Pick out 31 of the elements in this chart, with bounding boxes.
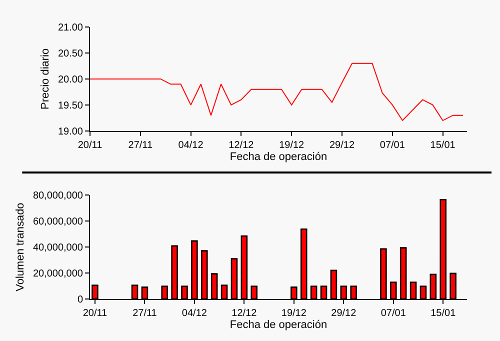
- x-tick-label: 07/01: [380, 140, 406, 151]
- x-tick-label: 29/12: [331, 308, 357, 319]
- x-tick-label: 04/12: [182, 308, 208, 319]
- y-tick-label: 0: [77, 294, 84, 306]
- y-tick-label: 20,000,000: [32, 268, 84, 280]
- x-tick-label: 19/12: [279, 140, 305, 151]
- x-tick-label: 27/11: [128, 140, 153, 151]
- line-series: [90, 62, 464, 122]
- y-tick-label: 20.50: [58, 48, 84, 60]
- x-tick-label: 19/12: [281, 308, 307, 319]
- x-tick-label: 20/11: [78, 140, 103, 151]
- x-tick-label: 12/12: [232, 308, 258, 319]
- y-tick-label: 80,000,000: [32, 190, 84, 202]
- x-tick-label: 20/11: [82, 308, 108, 319]
- y-tick-label: 21.00: [58, 22, 84, 34]
- x-axis-title: Fecha de operación: [230, 319, 328, 332]
- x-tick-label: 15/01: [430, 140, 456, 151]
- x-tick-label: 12/12: [228, 140, 254, 151]
- y-tick-label: 40,000,000: [32, 242, 84, 254]
- y-tick-label: 20.00: [58, 74, 84, 86]
- y-tick-label: 19.00: [58, 126, 84, 138]
- y-tick-label: 19.50: [58, 100, 84, 112]
- y-axis-title: Volumen transado: [14, 202, 27, 292]
- x-tick-label: 27/11: [132, 308, 158, 319]
- y-axis-title: Precio diario: [40, 48, 52, 110]
- x-tick-label: 15/01: [430, 308, 456, 319]
- x-tick-label: 04/12: [178, 140, 204, 151]
- x-axis-title: Fecha de operación: [230, 151, 328, 164]
- x-tick-label: 29/12: [329, 140, 355, 151]
- x-tick-label: 07/01: [380, 308, 406, 319]
- y-tick-label: 60,000,000: [32, 216, 84, 228]
